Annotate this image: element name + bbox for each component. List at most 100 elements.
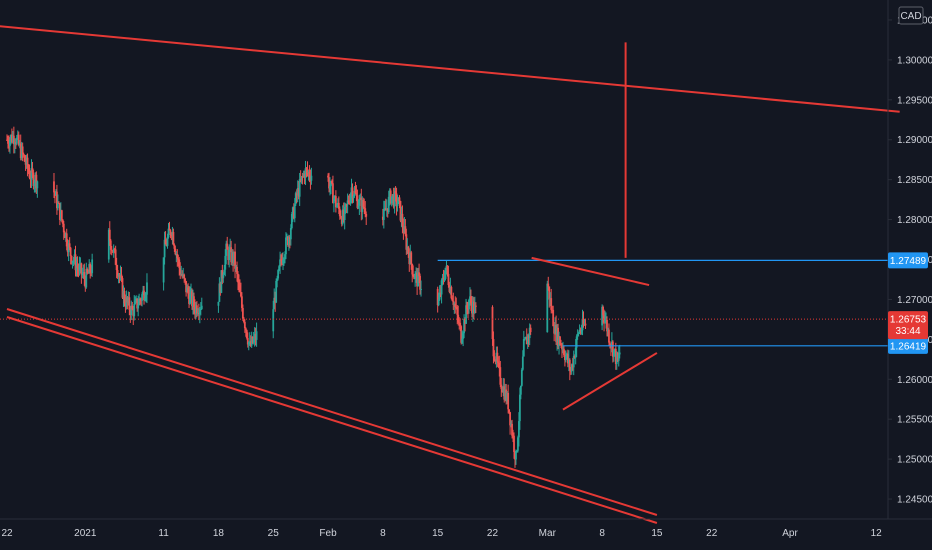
candle: [418, 263, 420, 284]
candle: [361, 196, 364, 220]
time-tick-label: 15: [651, 528, 663, 539]
candle: [75, 256, 78, 277]
trend-line[interactable]: [0, 12, 900, 113]
candle: [83, 263, 86, 286]
candle: [441, 273, 444, 286]
candle: [190, 283, 192, 303]
candle: [292, 203, 295, 220]
candle: [127, 291, 130, 306]
candle: [72, 256, 75, 267]
candle: [122, 285, 125, 307]
candle: [390, 196, 393, 207]
trend-line[interactable]: [6, 308, 658, 516]
candle: [460, 325, 463, 345]
candle: [605, 312, 607, 329]
candle: [107, 228, 110, 263]
candle: [560, 339, 562, 349]
candle: [223, 264, 226, 275]
price-tick-label: 1.30000: [897, 55, 932, 66]
candle: [176, 249, 179, 267]
candle: [126, 296, 129, 310]
candle: [198, 307, 201, 324]
candle: [146, 273, 148, 304]
candle: [233, 251, 235, 266]
candle: [177, 254, 180, 267]
candle: [121, 276, 124, 299]
candle: [117, 272, 120, 284]
candle: [395, 187, 398, 216]
candle: [120, 266, 123, 283]
currency-badge[interactable]: CAD: [898, 6, 924, 25]
candle: [393, 187, 396, 214]
candle: [299, 170, 302, 183]
candle: [493, 350, 496, 362]
candle: [601, 304, 604, 331]
candle: [235, 264, 237, 273]
trend-line[interactable]: [562, 352, 658, 411]
candle: [584, 318, 587, 329]
candle: [297, 180, 300, 200]
svg-text:1.26419: 1.26419: [890, 341, 927, 352]
trend-line[interactable]: [531, 256, 650, 287]
candle: [61, 219, 64, 228]
candle: [77, 263, 80, 278]
candle: [200, 297, 203, 310]
candle: [449, 277, 452, 295]
candle: [304, 160, 307, 186]
candle: [365, 211, 368, 226]
candle: [139, 297, 142, 305]
candle: [184, 277, 187, 285]
candle: [234, 243, 236, 279]
candle: [64, 232, 67, 242]
candle: [503, 378, 506, 403]
candle: [59, 202, 62, 222]
candle: [338, 206, 341, 220]
candle: [300, 175, 303, 184]
candle: [241, 304, 244, 321]
candle: [187, 283, 189, 299]
candle: [571, 357, 574, 371]
candle: [385, 199, 388, 217]
candle: [381, 208, 384, 226]
candle: [137, 295, 140, 317]
candle: [32, 169, 35, 190]
time-tick-label: 22: [1, 528, 13, 539]
candle: [174, 245, 177, 256]
candle: [57, 201, 60, 204]
candle: [88, 259, 91, 274]
time-tick-label: Feb: [319, 528, 337, 539]
candle: [553, 322, 556, 342]
candle: [471, 296, 473, 318]
candle: [497, 356, 500, 369]
candle: [403, 217, 406, 234]
candle: [359, 193, 362, 201]
candle: [333, 195, 336, 202]
candle: [511, 419, 513, 439]
candle: [524, 336, 527, 340]
candle: [402, 218, 405, 240]
time-tick-label: 2021: [74, 528, 97, 539]
candle: [16, 130, 19, 140]
candle: [507, 384, 510, 414]
trend-line[interactable]: [6, 316, 658, 524]
candle: [227, 246, 230, 265]
candle: [491, 305, 494, 346]
candle: [447, 265, 450, 288]
time-axis[interactable]: 22 2021 11 18 25 Feb 8 15 22 Mar 8 15 22 Apr 12: [1, 528, 882, 539]
candle: [573, 354, 576, 359]
candle: [249, 335, 252, 348]
candle: [181, 270, 184, 279]
candle: [33, 179, 36, 193]
currency-badge-frame: [898, 6, 924, 25]
candle: [62, 220, 65, 240]
candle: [246, 332, 249, 348]
candle: [180, 265, 183, 276]
candle: [286, 233, 288, 241]
candle: [522, 330, 525, 357]
candle: [29, 170, 32, 188]
candle: [85, 262, 88, 289]
candle: [518, 412, 520, 447]
currency-label: CAD: [900, 11, 921, 22]
